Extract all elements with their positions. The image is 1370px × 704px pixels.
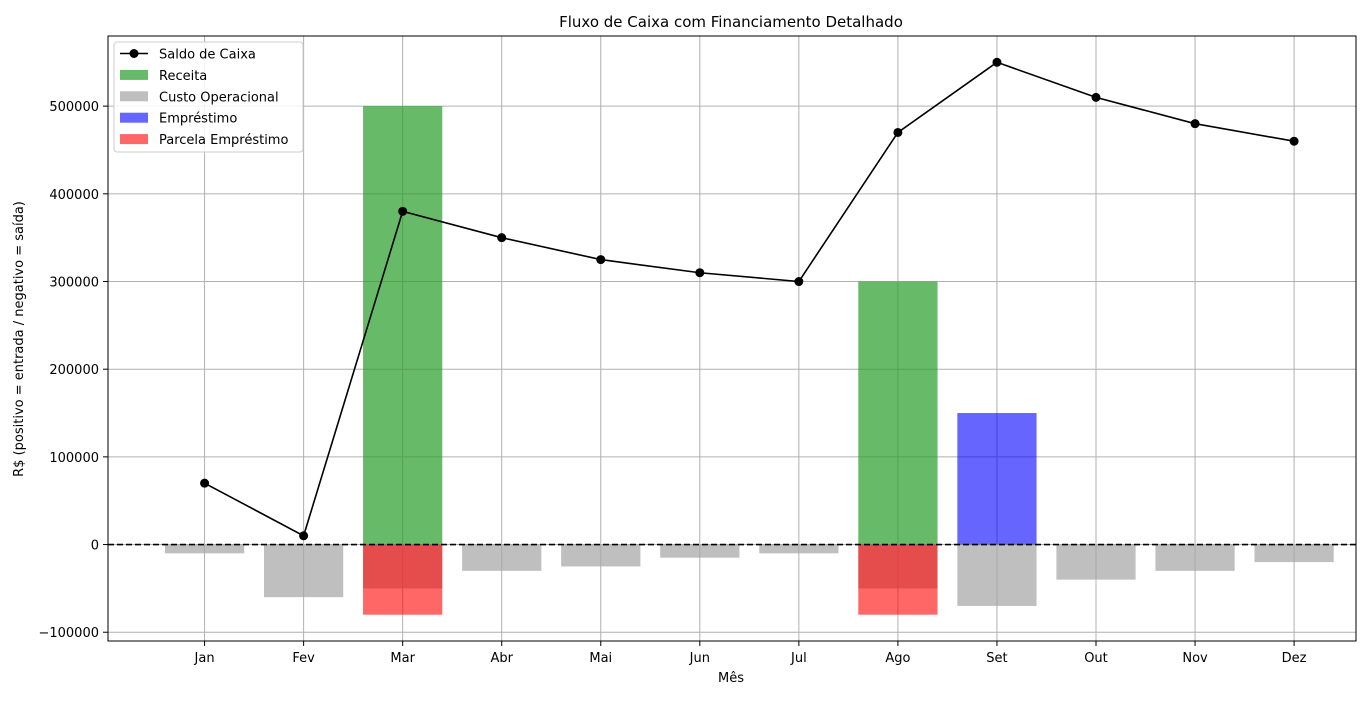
saldo-point-mar <box>398 206 408 216</box>
bar-custo-operacional-nov <box>1155 544 1235 571</box>
bars <box>164 106 1334 615</box>
y-tick-label: 0 <box>91 539 99 554</box>
legend-label: Empréstimo <box>159 112 237 127</box>
y-tick-label: 400000 <box>49 188 99 203</box>
x-tick-label: Jan <box>194 651 215 666</box>
x-tick-label: Mai <box>589 651 612 666</box>
legend-label: Parcela Empréstimo <box>159 133 288 148</box>
legend-swatch <box>120 112 148 123</box>
y-tick-label: −100000 <box>38 626 99 641</box>
y-tick-label: 500000 <box>49 100 99 115</box>
legend-swatch <box>120 91 148 102</box>
bar-receita-mar <box>363 106 443 545</box>
y-axis-label: R$ (positivo = entrada / negativo = saíd… <box>12 201 27 477</box>
legend-label: Receita <box>159 69 207 84</box>
saldo-line-group <box>200 57 1299 541</box>
x-tick-label: Jul <box>790 651 807 666</box>
legend-label: Saldo de Caixa <box>159 48 256 63</box>
legend-label: Custo Operacional <box>159 90 279 105</box>
saldo-point-dez <box>1289 136 1299 146</box>
y-tick-label: 100000 <box>49 451 99 466</box>
x-tick-label: Jun <box>689 651 710 666</box>
saldo-line <box>204 61 1295 537</box>
bar-custo-operacional-mai <box>561 544 641 567</box>
legend-box <box>113 41 304 153</box>
x-tick-label: Ago <box>885 651 910 666</box>
bar-custo-operacional-fev <box>264 544 344 598</box>
bar-custo-operacional-out <box>1056 544 1136 580</box>
x-tick-label: Mar <box>390 651 415 666</box>
y-tick-label: 200000 <box>49 363 99 378</box>
bar-custo-operacional-abr <box>462 544 542 571</box>
legend-swatch <box>120 134 148 145</box>
saldo-point-mai <box>596 255 606 265</box>
bar-custo-operacional-jan <box>164 544 245 554</box>
x-axis-label: Mês <box>718 671 744 686</box>
x-tick-label: Fev <box>292 651 315 666</box>
saldo-point-abr <box>497 233 507 243</box>
legend-swatch-marker <box>129 49 139 58</box>
bar-receita-ago <box>858 281 938 545</box>
legend: Saldo de Caixa Receita Custo Operacional Em… <box>113 41 304 153</box>
bar-custo-operacional-set <box>957 544 1037 606</box>
bar-empréstimo-set <box>957 413 1037 545</box>
saldo-point-jun <box>695 268 705 278</box>
saldo-point-jul <box>794 277 804 287</box>
bar-parcela-empréstimo-mar <box>363 544 443 615</box>
chart-title: Fluxo de Caixa com Financiamento Detalha… <box>559 13 903 31</box>
saldo-point-ago <box>893 127 903 137</box>
bar-custo-operacional-jul <box>759 544 839 554</box>
x-tick-label: Set <box>986 651 1007 666</box>
saldo-point-set <box>992 57 1002 67</box>
x-tick-label: Abr <box>490 651 513 666</box>
x-tick-label: Out <box>1084 651 1108 666</box>
saldo-point-jan <box>200 478 210 488</box>
saldo-point-fev <box>299 531 309 541</box>
y-tick-label: 300000 <box>49 276 99 291</box>
x-tick-label: Nov <box>1182 651 1208 666</box>
saldo-point-out <box>1091 92 1101 102</box>
bar-parcela-empréstimo-ago <box>858 544 938 615</box>
bar-custo-operacional-dez <box>1254 544 1334 563</box>
bar-custo-operacional-jun <box>660 544 740 558</box>
axes: Jan Fev Mar Abr Mai Jun Jul Ago Set Out Nov Dez −100… <box>38 35 1357 666</box>
plot-frame <box>107 35 1357 642</box>
legend-swatch <box>120 69 148 80</box>
saldo-point-nov <box>1190 119 1200 129</box>
x-tick-label: Dez <box>1282 651 1307 666</box>
